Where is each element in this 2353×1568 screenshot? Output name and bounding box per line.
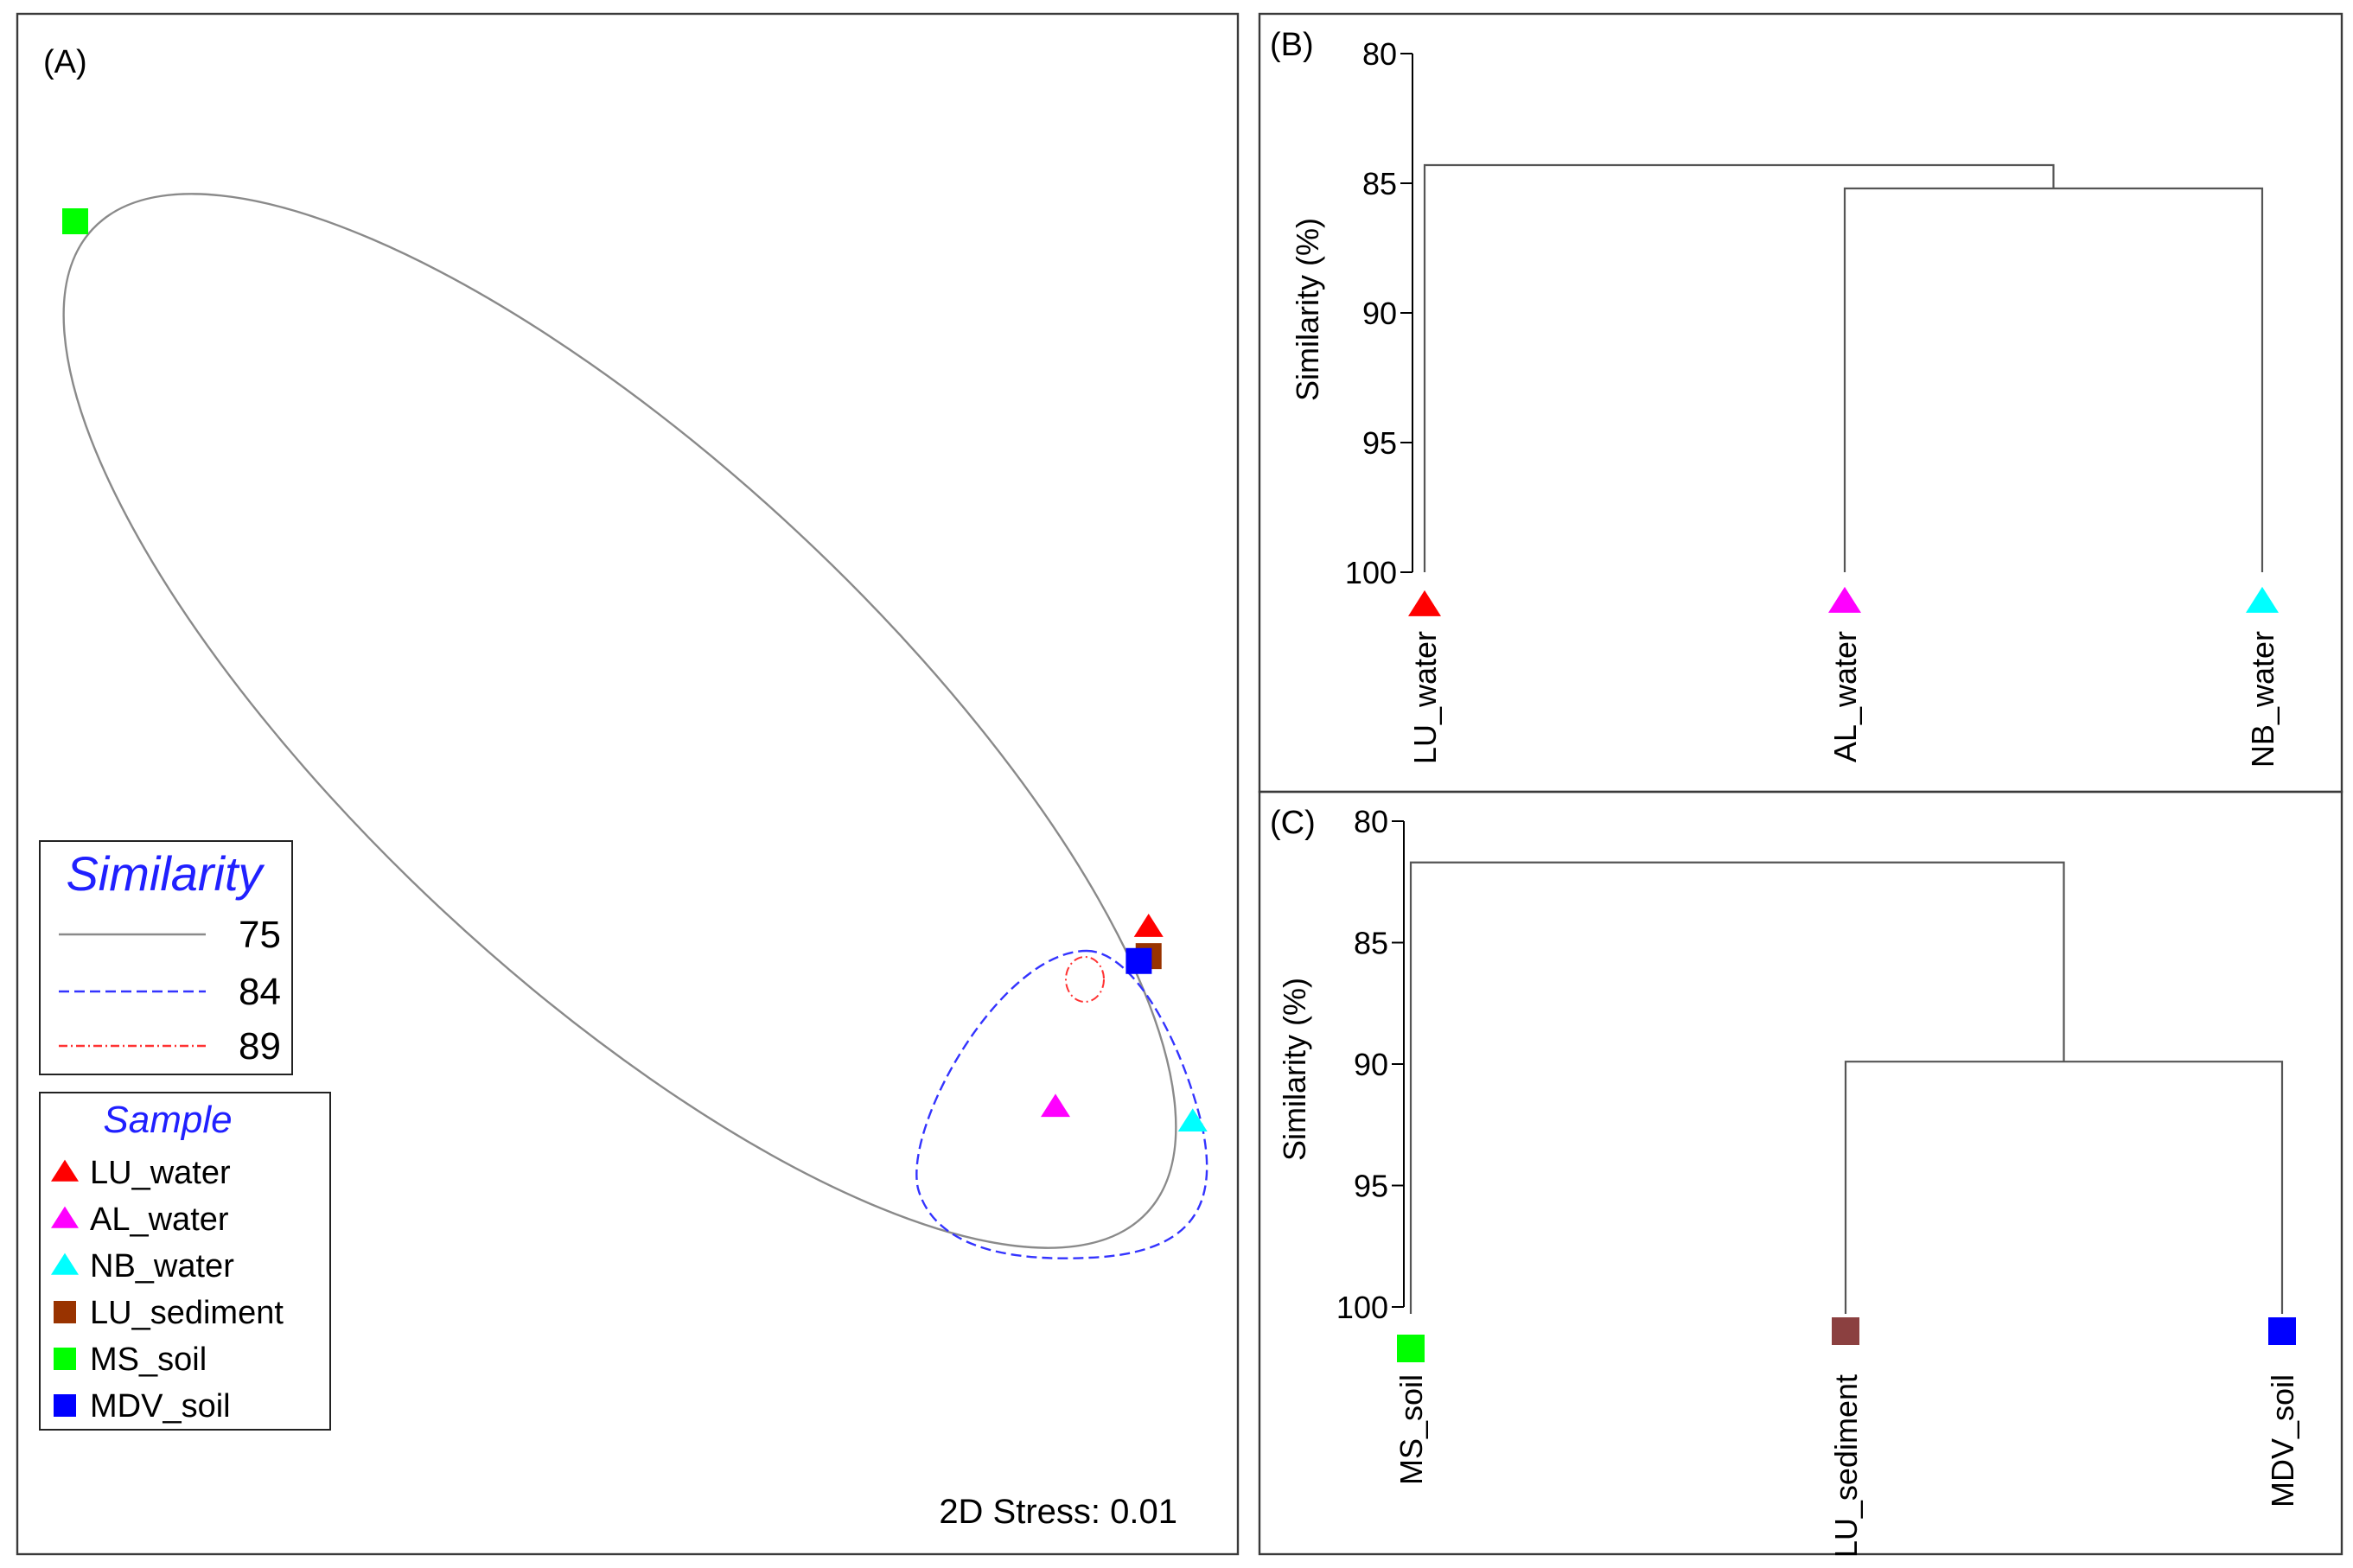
- legend-sample-marker-1: [51, 1206, 79, 1228]
- legend-sample-marker-4: [54, 1348, 76, 1370]
- leaf-marker-nb-water: [2246, 586, 2279, 613]
- panel-b-axis: 80 85 90 95 100: [1345, 36, 1413, 590]
- y-tick-label: 85: [1354, 926, 1388, 961]
- panel-c-dendrogram: (C) Similarity (%) 80 85 90 95 100 MS_soil LU…: [1258, 790, 2343, 1558]
- panel-c-label: (C): [1270, 805, 1316, 841]
- leaf-marker-lu-water: [1408, 590, 1441, 616]
- stress-label: 2D Stress: 0.01: [939, 1493, 1177, 1531]
- panel-b-ylabel: Similarity (%): [1290, 218, 1325, 401]
- legend-similarity-box: [39, 840, 293, 1075]
- y-tick-label: 90: [1354, 1047, 1388, 1082]
- legend-sample-box: [39, 1092, 331, 1431]
- legend-sample-label-2: NB_water: [90, 1248, 234, 1284]
- leaf-label: NB_water: [2245, 631, 2280, 768]
- nmds-points: [62, 208, 1208, 1132]
- y-tick-label: 100: [1345, 555, 1397, 590]
- legend-sample-marker-0: [51, 1159, 79, 1182]
- leaf-label: LU_water: [1407, 631, 1443, 764]
- panel-b-dendrogram: (B) Similarity (%) 80 85 90 95 100 LU_water A…: [1258, 12, 2343, 794]
- leaf-marker-al-water: [1828, 586, 1861, 613]
- contour-89: [1065, 956, 1105, 1003]
- leaf-marker-mdv-soil: [2268, 1317, 2296, 1345]
- leaf-label: MS_soil: [1393, 1374, 1429, 1485]
- legend-similarity-title: Similarity: [66, 846, 265, 901]
- y-tick-label: 95: [1354, 1169, 1388, 1204]
- panel-c-tree: [1409, 861, 2284, 1314]
- dendro-branch-outer: [1423, 163, 2055, 572]
- y-tick-label: 80: [1362, 36, 1397, 72]
- legend-value-89: 89: [239, 1025, 281, 1068]
- legend-value-75: 75: [239, 914, 281, 956]
- panel-b-leaves: LU_water AL_water NB_water: [1407, 586, 2280, 768]
- y-tick-label: 85: [1362, 166, 1397, 201]
- panel-c-ylabel: Similarity (%): [1277, 978, 1312, 1161]
- panel-b-label: (B): [1270, 27, 1314, 63]
- panel-c-leaves: MS_soil LU_sediment MDV_soil: [1393, 1317, 2300, 1558]
- legend-sample-label-3: LU_sediment: [90, 1295, 284, 1331]
- point-ms-soil: [62, 208, 88, 234]
- legend-sample-label-5: MDV_soil: [90, 1388, 231, 1425]
- leaf-marker-ms-soil: [1397, 1335, 1425, 1362]
- legend-sample-marker-3: [54, 1301, 76, 1323]
- point-nb-water: [1177, 1108, 1208, 1132]
- legend-sample-marker-5: [54, 1394, 76, 1417]
- point-mdv-soil: [1125, 947, 1152, 974]
- dendro-branch-outer: [1409, 861, 2065, 1314]
- panel-c-frame: [1258, 790, 2343, 1556]
- legend-sample-label-1: AL_water: [90, 1201, 229, 1238]
- legend-sample-marker-2: [51, 1252, 79, 1275]
- point-al-water: [1041, 1093, 1070, 1118]
- legend-sample-label-4: MS_soil: [90, 1342, 207, 1378]
- point-lu-water: [1133, 914, 1164, 937]
- panel-a-nmds: (A) Similarity 75 84 89 Sample LU_water …: [16, 12, 1240, 1556]
- leaf-label: LU_sediment: [1828, 1374, 1864, 1558]
- panel-a-label: (A): [43, 44, 87, 80]
- legend-sample: Sample LU_water AL_water NB_water LU_sed…: [39, 1092, 331, 1431]
- legend-similarity: Similarity 75 84 89: [39, 840, 293, 1075]
- panel-c-axis: 80 85 90 95 100: [1336, 804, 1405, 1325]
- legend-sample-entries: LU_water AL_water NB_water LU_sediment M…: [51, 1155, 284, 1425]
- panel-b-tree: [1423, 163, 2264, 572]
- dendro-branch-inner: [1844, 1061, 2284, 1314]
- contour-75: [62, 193, 1177, 1249]
- legend-sample-label-0: LU_water: [90, 1155, 231, 1191]
- y-tick-label: 100: [1336, 1290, 1388, 1325]
- y-tick-label: 95: [1362, 425, 1397, 461]
- dendro-branch-inner: [1843, 187, 2264, 572]
- leaf-marker-lu-sediment: [1832, 1317, 1859, 1345]
- contour-84: [915, 949, 1208, 1259]
- y-tick-label: 80: [1354, 804, 1388, 839]
- legend-sample-title: Sample: [103, 1099, 232, 1141]
- legend-value-84: 84: [239, 971, 281, 1013]
- leaf-label: MDV_soil: [2265, 1374, 2300, 1507]
- panel-a-frame: [16, 12, 1240, 1556]
- leaf-label: AL_water: [1827, 631, 1863, 762]
- y-tick-label: 90: [1362, 296, 1397, 331]
